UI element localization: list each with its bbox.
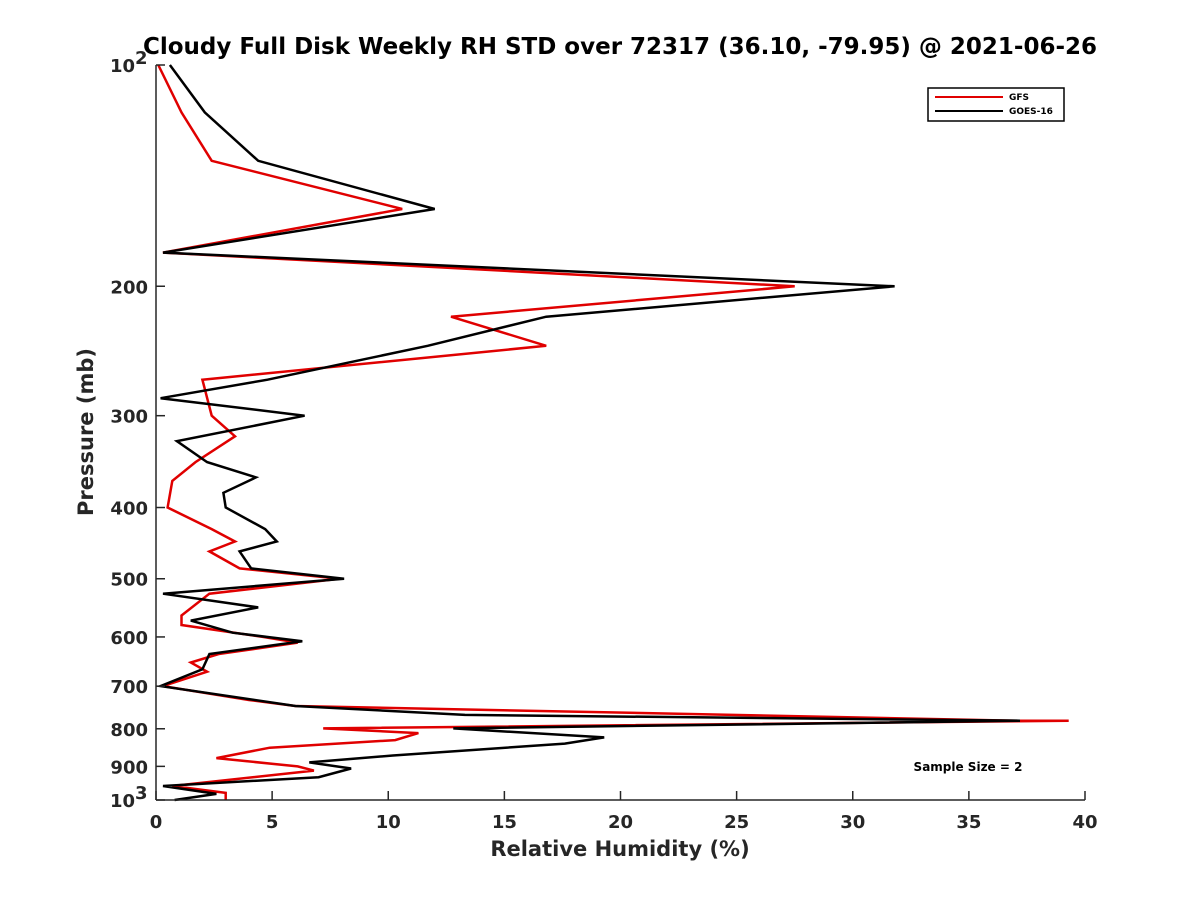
y-tick-label: 700 [110, 677, 148, 698]
y-tick-label: 10 [110, 791, 135, 812]
chart-title: Cloudy Full Disk Weekly RH STD over 7231… [143, 34, 1097, 60]
x-tick-label: 0 [150, 812, 163, 833]
x-tick-label: 5 [266, 812, 279, 833]
y-tick-label: 800 [110, 720, 148, 741]
y-tick-label: 300 [110, 407, 148, 428]
legend-box [927, 87, 1065, 122]
series-line-goes16 [155, 64, 1021, 802]
x-tick-label: 25 [724, 812, 749, 833]
x-tick-label: 30 [840, 812, 865, 833]
x-tick-label: 35 [956, 812, 981, 833]
legend: GFS GOES-16 [927, 87, 1065, 122]
y-tick-label: 900 [110, 757, 148, 778]
x-tick-label: 40 [1072, 812, 1097, 833]
y-tick-exponent: 3 [135, 783, 148, 804]
x-tick-label: 15 [492, 812, 517, 833]
y-tick-label: 10 [110, 56, 135, 77]
x-tick-label: 20 [608, 812, 633, 833]
x-axis-ticks: 0 5 10 15 20 25 30 35 40 [150, 791, 1098, 833]
series-line-gfs [157, 64, 1069, 800]
sample-size-note: Sample Size = 2 [914, 760, 1023, 774]
y-axis-label: Pressure (mb) [74, 348, 98, 516]
y-tick-label: 500 [110, 570, 148, 591]
legend-label-gfs: GFS [1009, 93, 1029, 103]
y-tick-label: 600 [110, 628, 148, 649]
series-layer [155, 64, 1069, 802]
x-axis-label: Relative Humidity (%) [490, 837, 749, 861]
y-tick-exponent: 2 [135, 48, 148, 69]
x-tick-label: 10 [376, 812, 401, 833]
legend-label-goes16: GOES-16 [1009, 107, 1053, 117]
y-tick-label: 400 [110, 499, 148, 520]
y-tick-label: 200 [110, 277, 148, 298]
